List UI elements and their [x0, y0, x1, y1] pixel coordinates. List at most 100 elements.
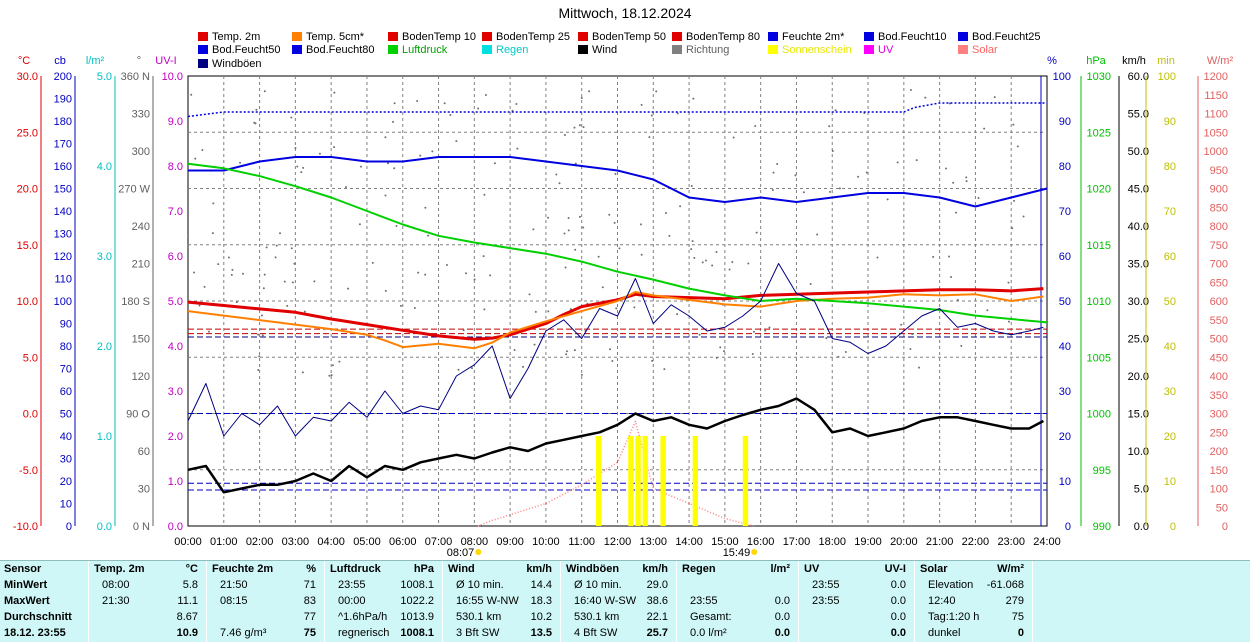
solar-axis-tick: 400 [1210, 371, 1228, 383]
wind-axis-tick: 30.0 [1128, 296, 1149, 308]
dir-axis-tick: 360 N [121, 71, 150, 83]
legend-item: Windböen [198, 58, 262, 70]
direction-point [573, 349, 576, 352]
direction-point [728, 268, 731, 271]
stats-cell-value: W/m² [997, 563, 1024, 575]
x-axis-tick: 14:00 [675, 536, 703, 548]
uv-axis-tick: 5.0 [168, 296, 183, 308]
legend-swatch [864, 32, 874, 41]
hum-axis-tick: 70 [1059, 206, 1071, 218]
direction-point [534, 310, 537, 313]
direction-point [955, 211, 958, 214]
min-axis-tick: 70 [1164, 206, 1176, 218]
direction-point [532, 228, 535, 231]
direction-point [732, 136, 735, 139]
min-axis-tick: 80 [1164, 161, 1176, 173]
stats-cell: Sensor [4, 563, 42, 575]
legend-item: BodenTemp 10 [388, 31, 476, 43]
stats-cell: dunkel [928, 627, 961, 639]
stats-cell: 08:15 [220, 595, 248, 607]
solar-axis-tick: 800 [1210, 221, 1228, 233]
direction-point [876, 256, 879, 259]
stats-cell: 530.1 km [574, 611, 620, 623]
temp-axis-tick: -10.0 [13, 521, 38, 533]
stats-row: 530.1 km 10.2 [442, 609, 560, 625]
legend-item: Temp. 5cm* [292, 31, 364, 43]
stats-cell: MaxWert [4, 595, 50, 607]
stats-column: Feuchte 2m% 21:50 71 08:15 83 77 7.46 g/m³ 75 [206, 561, 325, 642]
x-axis-tick: 21:00 [926, 536, 954, 548]
direction-point [201, 148, 204, 151]
direction-point [515, 103, 518, 106]
stats-cell: 00:00 [338, 595, 366, 607]
uv-axis-tick: 1.0 [168, 476, 183, 488]
stats-header: Luftdruck hPa [324, 561, 442, 577]
dir-axis-tick: 270 W [118, 184, 150, 196]
stats-cell-value: 1013.9 [400, 611, 434, 623]
direction-point [866, 335, 869, 338]
x-axis-tick: 01:00 [210, 536, 238, 548]
hum-axis-tick: 0 [1065, 521, 1071, 533]
x-axis-tick: 07:00 [425, 536, 453, 548]
wind-axis-tick: 0.0 [1134, 521, 1149, 533]
direction-point [455, 140, 458, 143]
stats-cell-value: 0.0 [774, 595, 790, 607]
direction-point [193, 271, 196, 274]
wind-axis-tick: 40.0 [1128, 221, 1149, 233]
direction-point [816, 233, 819, 236]
uv-axis-tick: 0.0 [168, 521, 183, 533]
stats-cell-value: 71 [303, 579, 316, 591]
direction-point [279, 232, 282, 235]
stats-header: Windböen km/h [560, 561, 676, 577]
stats-cell: Ø 10 min. [456, 579, 504, 591]
cb-axis-tick: 200 [54, 71, 72, 83]
x-axis-tick: 10:00 [532, 536, 560, 548]
direction-point [648, 136, 651, 139]
stats-cell: Luftdruck [330, 563, 381, 575]
direction-point [358, 223, 361, 226]
direction-point [483, 193, 486, 196]
x-axis-tick: 17:00 [783, 536, 811, 548]
stats-row: Gesamt: 0.0 [676, 609, 798, 625]
stats-cell: Wind [448, 563, 475, 575]
stats-cell: Feuchte 2m [212, 563, 274, 575]
direction-point [194, 157, 197, 160]
direction-point [948, 255, 951, 258]
stats-cell-value: km/h [526, 563, 552, 575]
direction-point [1013, 199, 1016, 202]
stats-cell: 23:55 [812, 579, 840, 591]
direction-point [399, 304, 402, 307]
stats-cell-value: 13.5 [530, 627, 552, 639]
direction-point [393, 167, 396, 170]
direction-point [257, 368, 260, 371]
direction-point [257, 333, 260, 336]
stats-cell: 7.46 g/m³ [220, 627, 267, 639]
direction-point [692, 97, 695, 100]
direction-point [747, 262, 750, 265]
direction-point [211, 232, 214, 235]
stats-cell: 530.1 km [456, 611, 502, 623]
x-axis-tick: 04:00 [317, 536, 345, 548]
stats-cell: 16:40 W-SW [574, 595, 637, 607]
solar-axis-tick: 250 [1210, 427, 1228, 439]
direction-point [918, 366, 921, 369]
solar-axis-tick: 700 [1210, 259, 1228, 271]
stats-cell-value: 279 [1005, 595, 1024, 607]
stats-cell-value: 10.2 [530, 611, 552, 623]
direction-point [772, 171, 775, 174]
direction-point [445, 263, 448, 266]
min-axis-unit: min [1157, 55, 1175, 67]
direction-point [566, 350, 569, 353]
stats-cell: regnerisch [338, 627, 390, 639]
legend-swatch [768, 32, 778, 41]
stats-cell: 3 Bft SW [456, 627, 500, 639]
direction-point [578, 215, 581, 218]
cb-axis-tick: 80 [60, 341, 72, 353]
cb-axis-tick: 110 [54, 274, 72, 286]
direction-point [465, 272, 468, 275]
stats-row: 08:15 83 [206, 593, 324, 609]
direction-point [416, 100, 419, 103]
direction-point [371, 261, 374, 264]
direction-point [258, 355, 261, 358]
direction-point [528, 293, 531, 296]
